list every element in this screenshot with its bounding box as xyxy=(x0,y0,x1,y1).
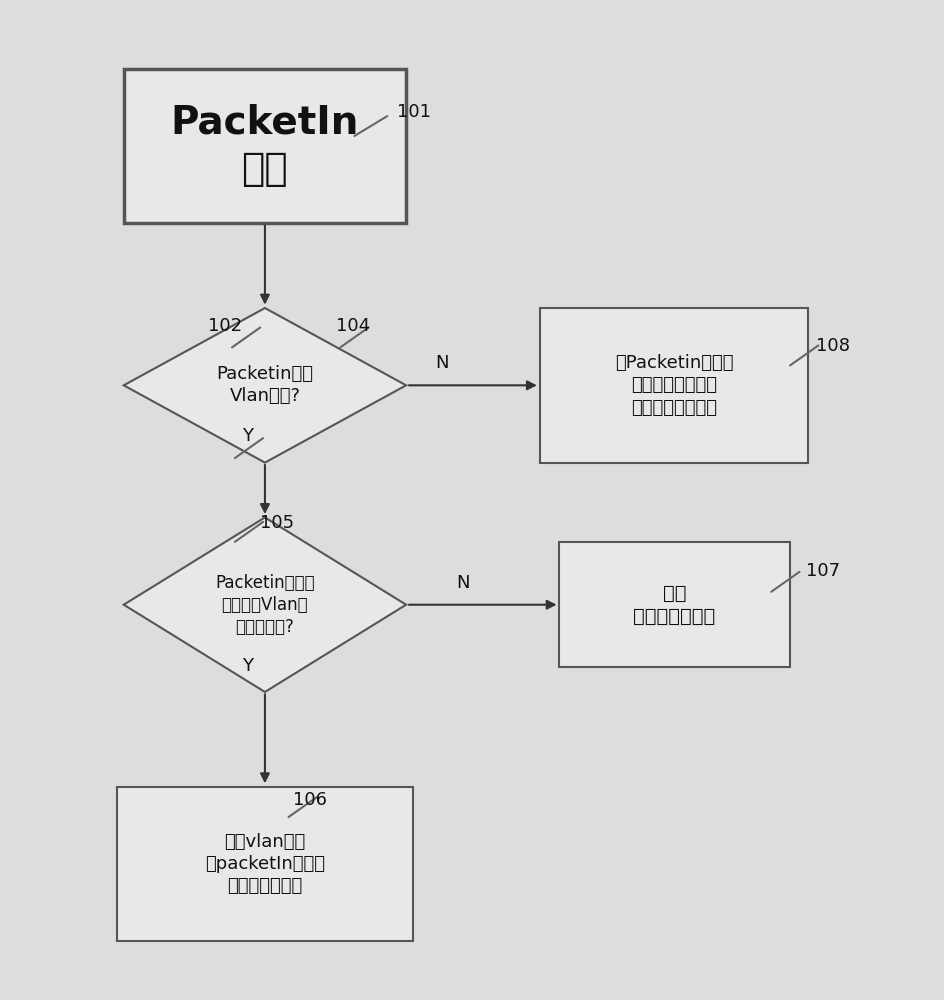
FancyBboxPatch shape xyxy=(559,542,790,667)
FancyBboxPatch shape xyxy=(540,308,808,463)
Text: 108: 108 xyxy=(816,337,850,355)
Text: 107: 107 xyxy=(806,562,840,580)
Text: Packetin发生的
端口属于Vlan所
标识的虚网?: Packetin发生的 端口属于Vlan所 标识的虚网? xyxy=(215,574,314,636)
Text: 对Packetin进行虚
网流规则匹配，来
确定该流所属虚网: 对Packetin进行虚 网流规则匹配，来 确定该流所属虚网 xyxy=(615,354,733,417)
Polygon shape xyxy=(124,517,406,692)
FancyBboxPatch shape xyxy=(124,69,406,223)
Text: 106: 106 xyxy=(294,791,328,809)
FancyBboxPatch shape xyxy=(117,787,413,941)
Text: N: N xyxy=(435,354,448,372)
Text: 102: 102 xyxy=(209,317,243,335)
Text: 101: 101 xyxy=(396,103,430,121)
Text: 弹出vlan标签
将packetIn转发给
相应虚网控制器: 弹出vlan标签 将packetIn转发给 相应虚网控制器 xyxy=(205,833,325,895)
Text: Y: Y xyxy=(243,427,254,445)
Polygon shape xyxy=(124,308,406,463)
Text: Y: Y xyxy=(243,657,254,675)
Text: 错误
此情况不应发生: 错误 此情况不应发生 xyxy=(633,583,716,626)
Text: N: N xyxy=(456,574,469,592)
Text: 104: 104 xyxy=(335,317,370,335)
Text: PacketIn
事件: PacketIn 事件 xyxy=(171,103,359,188)
Text: 105: 105 xyxy=(261,514,295,532)
Text: Packetin具有
Vlan标签?: Packetin具有 Vlan标签? xyxy=(216,365,313,405)
